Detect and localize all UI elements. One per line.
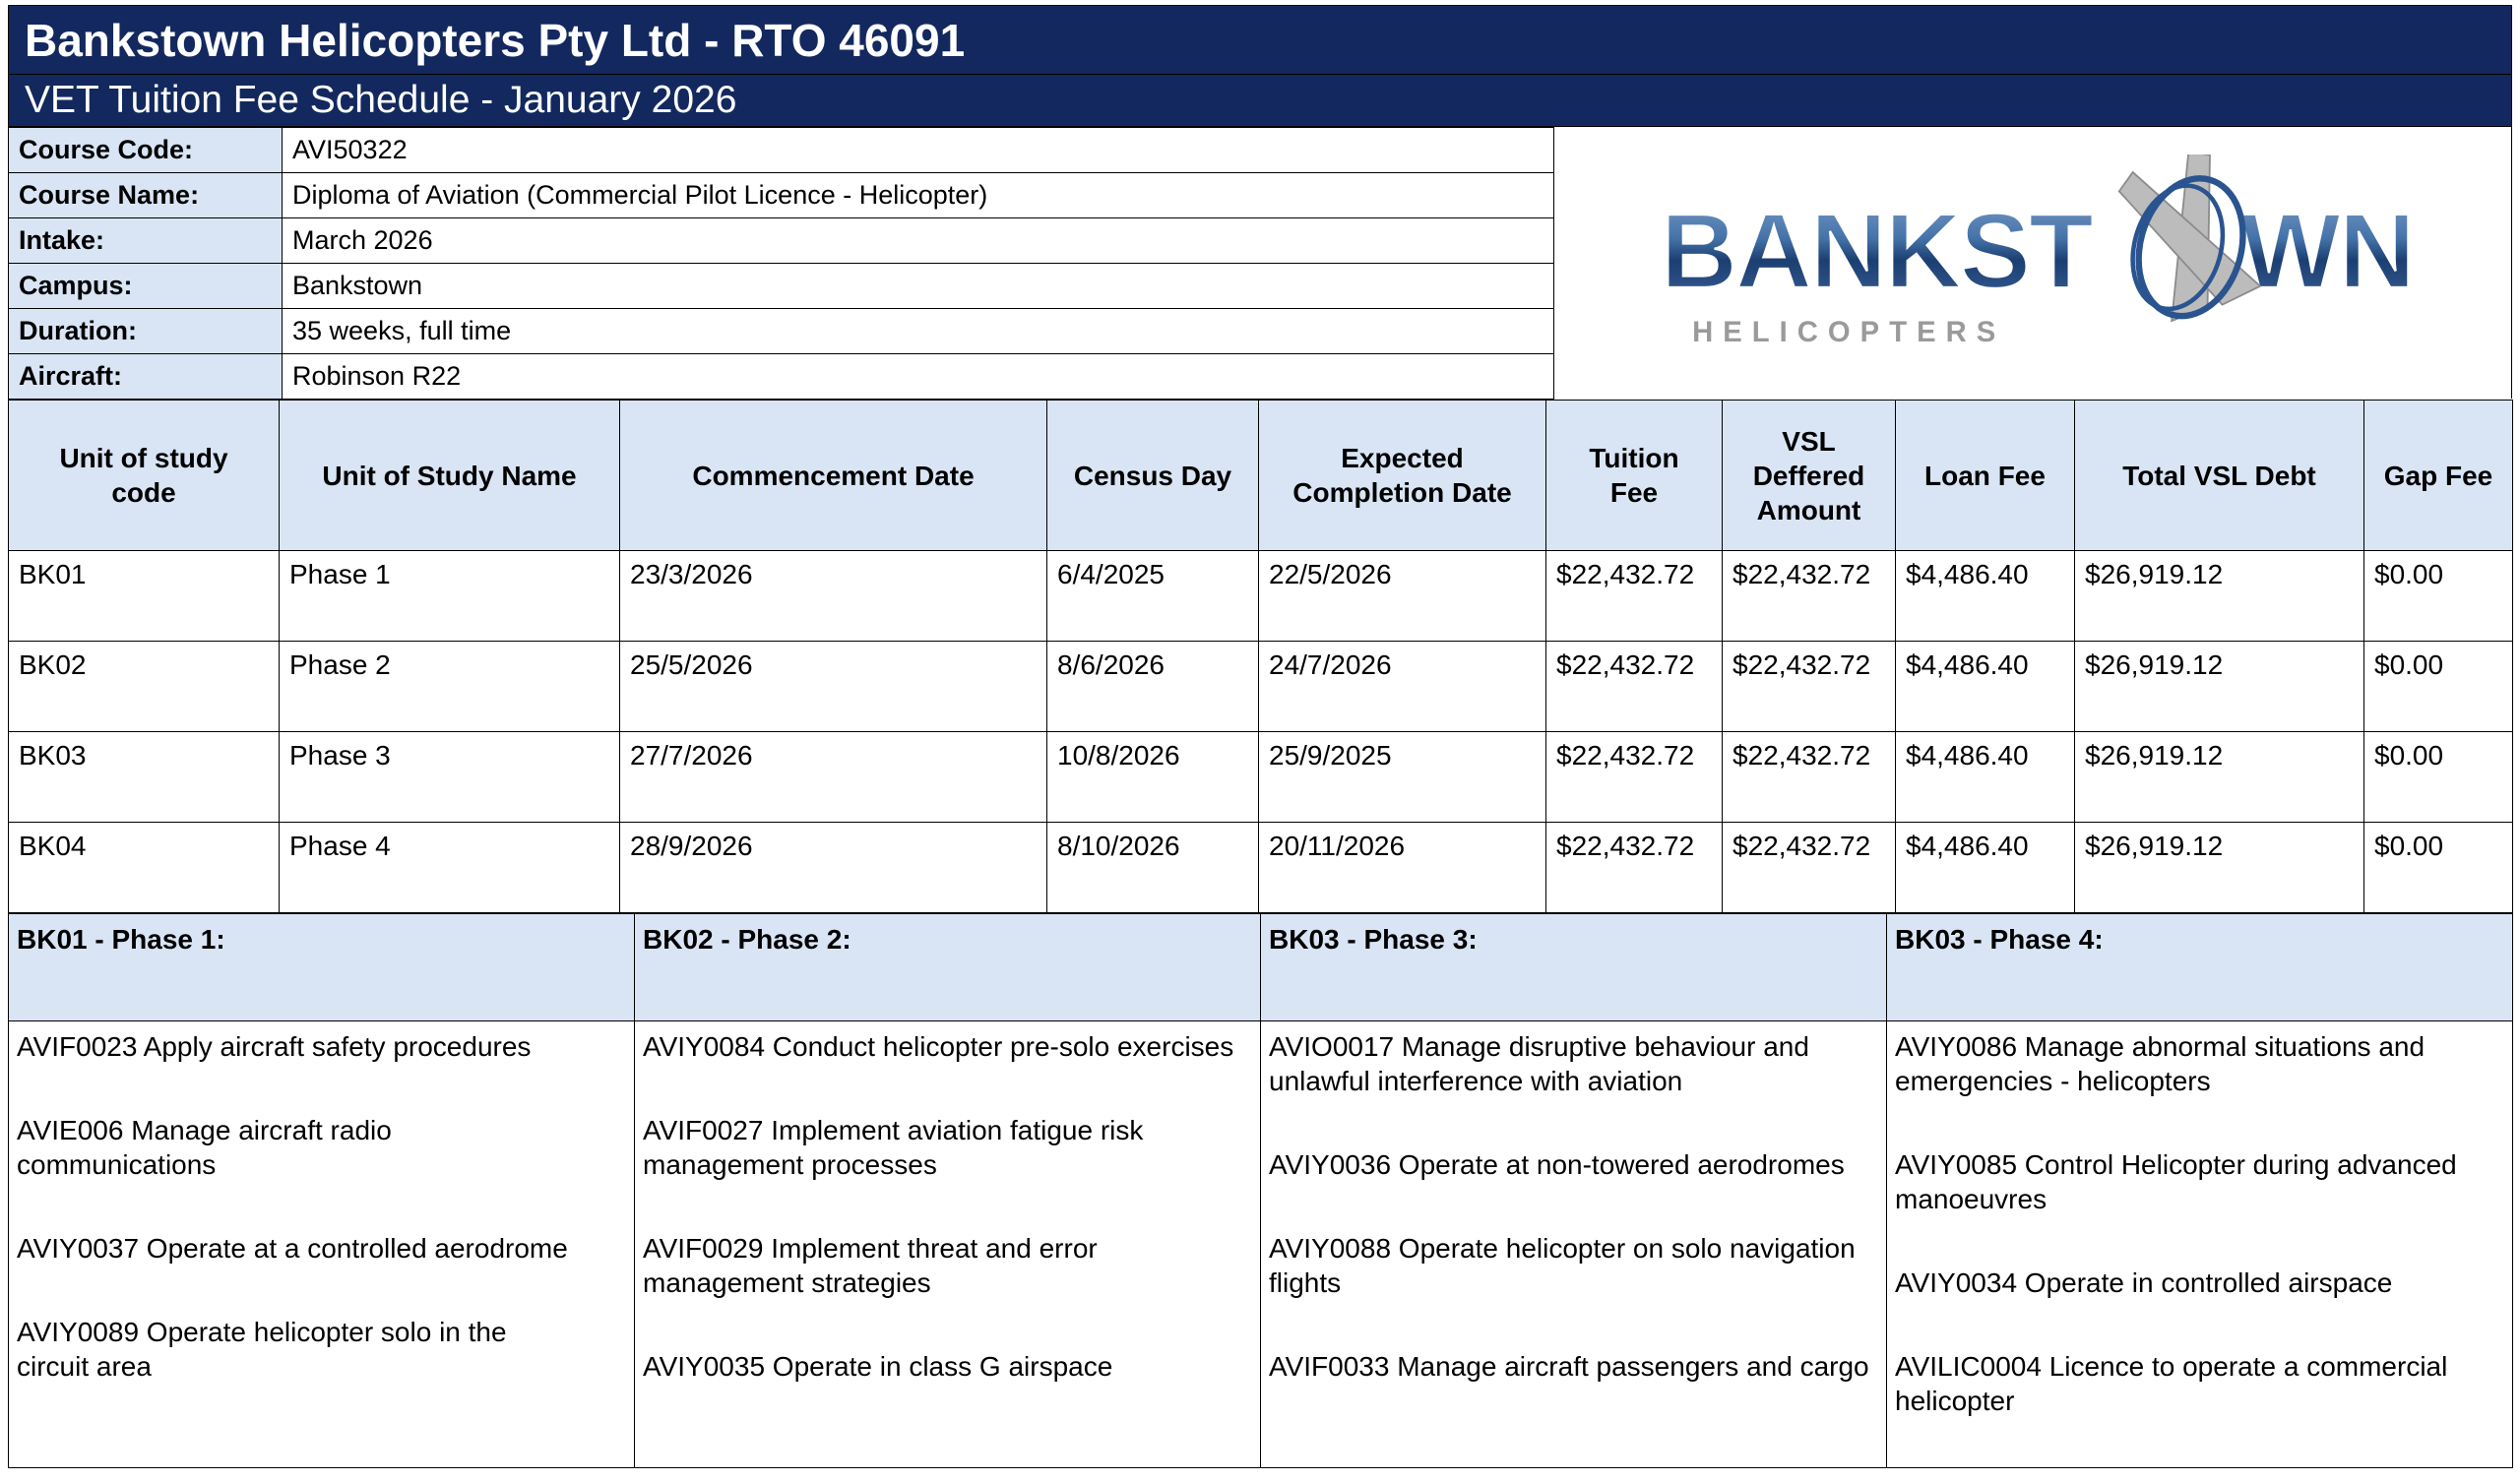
svg-text:BANKST: BANKST (1661, 191, 2093, 310)
svg-text:HELICOPTERS: HELICOPTERS (1692, 317, 2005, 348)
svg-text:WN: WN (2240, 191, 2414, 310)
